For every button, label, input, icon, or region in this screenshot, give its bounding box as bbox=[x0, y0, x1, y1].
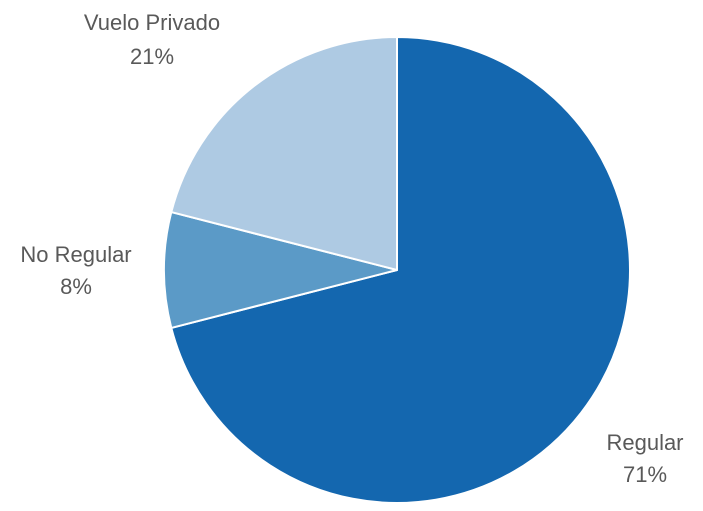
slice-value-vuelo-privado: 21% bbox=[130, 44, 174, 69]
slice-value-no-regular: 8% bbox=[60, 274, 92, 299]
slice-label-no-regular: No Regular bbox=[20, 242, 131, 267]
pie-slice-regular bbox=[170, 36, 631, 504]
slice-value-regular: 71% bbox=[623, 462, 667, 487]
slice-label-vuelo-privado: Vuelo Privado bbox=[84, 10, 220, 35]
pie-labels: Regular 71% No Regular 8% Vuelo Privado 21% bbox=[20, 10, 683, 487]
pie-slice-vuelo-privado bbox=[170, 36, 398, 271]
pie-slices bbox=[163, 36, 631, 504]
slice-label-regular: Regular bbox=[606, 430, 683, 455]
pie-slice-no-regular bbox=[163, 211, 398, 329]
